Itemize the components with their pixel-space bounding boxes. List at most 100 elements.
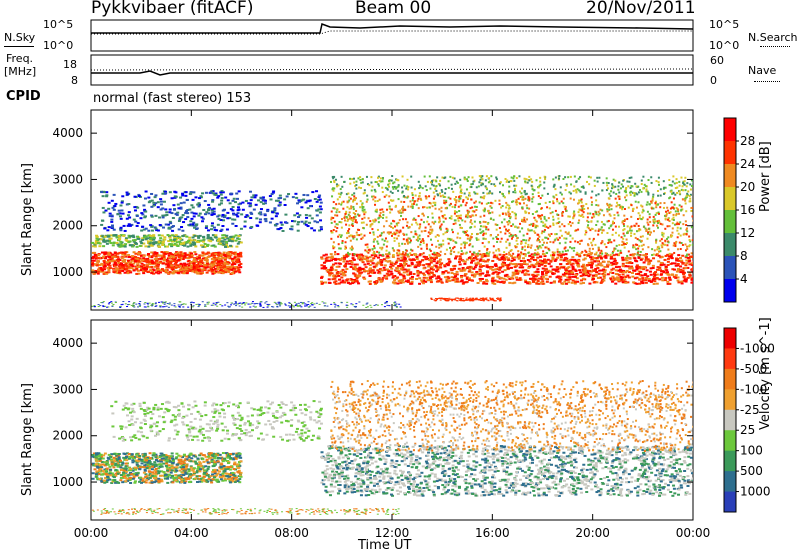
echo-cell (411, 249, 414, 252)
echo-cell (218, 203, 222, 206)
echo-cell (635, 264, 639, 267)
echo-cell (118, 269, 122, 272)
echo-cell (555, 233, 558, 236)
echo-cell (644, 279, 648, 282)
echo-cell (92, 255, 96, 258)
echo-cell (388, 265, 392, 268)
echo-cell (466, 209, 469, 212)
echo-cell (172, 243, 176, 246)
echo-cell (134, 256, 138, 259)
echo-cell (455, 277, 459, 280)
echo-cell (201, 192, 205, 195)
echo-cell (429, 261, 433, 264)
echo-cell (360, 237, 363, 240)
echo-cell (104, 209, 108, 212)
echo-cell (652, 207, 655, 210)
echo-cell (549, 212, 552, 215)
echo-cell (480, 231, 483, 234)
echo-cell (607, 197, 610, 200)
echo-cell (168, 270, 172, 273)
echo-cell (257, 199, 261, 202)
echo-cell (591, 276, 595, 279)
echo-cell (203, 242, 207, 245)
echo-cell (472, 214, 475, 217)
echo-cell (198, 234, 202, 237)
echo-cell (661, 242, 664, 245)
echo-cell (523, 245, 526, 248)
echo-cell (401, 281, 405, 284)
echo-cell (231, 237, 235, 240)
echo-cell (105, 195, 109, 198)
echo-cell (354, 275, 358, 278)
echo-cell (403, 258, 407, 261)
echo-cell (105, 261, 109, 264)
echo-cell (413, 217, 416, 220)
echo-cell (624, 242, 627, 245)
echo-cell (385, 275, 389, 278)
echo-cell (279, 227, 283, 230)
echo-cell (111, 244, 115, 247)
echo-cell (180, 254, 184, 257)
echo-cell (394, 225, 397, 228)
echo-cell (511, 282, 515, 285)
echo-cell (370, 254, 374, 257)
echo-cell (374, 265, 378, 268)
echo-cell (167, 254, 171, 257)
echo-cell (382, 213, 385, 216)
echo-cell (465, 201, 468, 204)
echo-cell (214, 234, 218, 237)
echo-cell (479, 228, 482, 231)
echo-cell (676, 229, 679, 232)
echo-cell (503, 196, 506, 199)
echo-cell (585, 231, 588, 234)
echo-cell (520, 266, 524, 269)
echo-cell (674, 245, 677, 248)
echo-cell (674, 210, 677, 213)
echo-cell (415, 255, 419, 258)
echo-cell (531, 213, 534, 216)
echo-cell (496, 223, 499, 226)
echo-cell (352, 208, 355, 211)
echo-cell (667, 241, 670, 244)
echo-cell (680, 259, 684, 262)
echo-cell (100, 191, 104, 194)
echo-cell (657, 254, 661, 257)
echo-cell (625, 261, 629, 264)
echo-cell (396, 252, 399, 255)
echo-cell (103, 268, 107, 271)
echo-cell (508, 213, 511, 216)
echo-cell (141, 237, 145, 240)
echo-cell (589, 212, 592, 215)
echo-cell (154, 259, 158, 262)
echo-cell (181, 229, 185, 232)
echo-cell (543, 264, 547, 267)
echo-cell (369, 231, 372, 234)
echo-cell (363, 208, 366, 211)
echo-cell (521, 252, 524, 255)
echo-cell (640, 239, 643, 242)
echo-cell (589, 229, 592, 232)
echo-cell (198, 197, 202, 200)
echo-cell (479, 265, 483, 268)
echo-cell (680, 260, 684, 263)
echo-cell (517, 256, 521, 259)
echo-cell (543, 217, 546, 220)
echo-cell (334, 258, 338, 261)
echo-cell (214, 193, 218, 196)
echo-cell (236, 269, 240, 272)
echo-cell (170, 264, 174, 267)
echo-cell (655, 273, 659, 276)
echo-cell (475, 254, 479, 257)
echo-cell (587, 275, 591, 278)
echo-cell (406, 221, 409, 224)
echo-cell (515, 278, 519, 281)
echo-cell (422, 279, 426, 282)
echo-cell (653, 274, 657, 277)
echo-cell (601, 241, 604, 244)
echo-cell (449, 202, 452, 205)
echo-cell (388, 232, 391, 235)
echo-cell (422, 242, 425, 245)
echo-cell (163, 236, 167, 239)
echo-cell (371, 269, 375, 272)
echo-cell (122, 266, 126, 269)
